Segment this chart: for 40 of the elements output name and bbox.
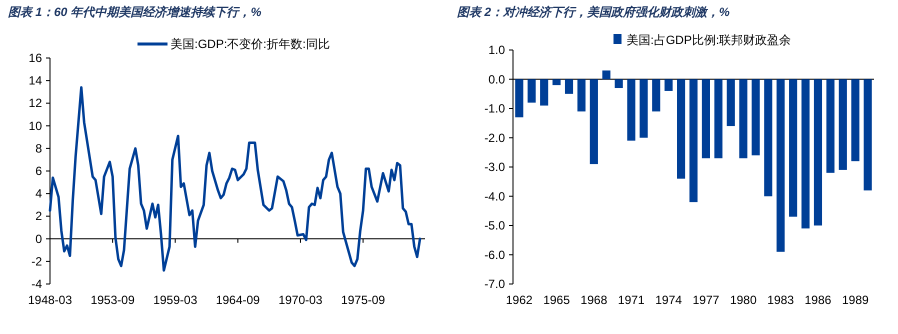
y-tick-label: -4	[31, 277, 42, 291]
x-tick-label: 1948-03	[28, 293, 72, 307]
y-tick-label: 0.0	[488, 72, 506, 86]
y-tick-label: 8	[35, 141, 42, 156]
y-tick-label: 16	[28, 51, 42, 65]
x-tick-label: 1980	[730, 293, 757, 307]
x-tick-label: 1983	[767, 293, 794, 307]
y-tick-label: 2	[35, 209, 42, 224]
y-tick-label: 6	[35, 164, 42, 178]
y-tick-label: -3.0	[484, 160, 506, 174]
chart-title: 图表 2：对冲经济下行，美国政府强化财政刺激，%	[457, 5, 730, 19]
y-tick-label: 10	[28, 118, 42, 133]
y-tick-label: 4	[35, 186, 42, 201]
legend-label: 美国:GDP:不变价:折年数:同比	[170, 37, 330, 51]
x-tick-label: 1964-09	[216, 293, 260, 307]
x-tick-label: 1965	[543, 293, 570, 307]
y-tick-label: 0	[35, 232, 42, 246]
x-tick-label: 1968	[580, 293, 608, 307]
x-tick-label: 1975-09	[341, 293, 386, 307]
x-tick-label: 1959-03	[153, 293, 198, 307]
x-tick-label: 1989	[842, 293, 869, 307]
x-tick-label: 1977	[692, 293, 720, 307]
x-tick-label: 1974	[655, 293, 682, 307]
x-tick-label: 1971	[618, 293, 645, 307]
y-tick-label: -6.0	[484, 248, 506, 262]
y-tick-label: -1.0	[484, 102, 506, 116]
y-tick-label: 12	[28, 96, 42, 110]
y-tick-label: -2	[31, 254, 42, 268]
y-tick-label: -7.0	[484, 277, 506, 291]
y-tick-label: 1.0	[488, 43, 506, 57]
y-tick-label: -4.0	[484, 189, 506, 204]
x-tick-label: 1986	[804, 293, 832, 307]
legend-label: 美国:占GDP比例:联邦财政盈余	[626, 33, 792, 47]
x-tick-label: 1970-03	[278, 293, 323, 307]
y-tick-label: -5.0	[484, 218, 506, 232]
y-tick-label: 14	[28, 74, 42, 88]
x-tick-label: 1962	[506, 293, 533, 307]
chart-title: 图表 1：60 年代中期美国经济增速持续下行，%	[8, 5, 262, 19]
x-tick-label: 1953-09	[90, 293, 135, 307]
y-tick-label: -2.0	[484, 130, 506, 145]
